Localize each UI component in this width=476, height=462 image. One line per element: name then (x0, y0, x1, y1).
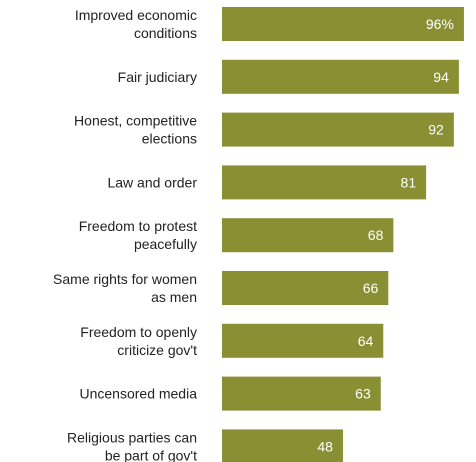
category-label-line: Improved economic (75, 7, 197, 23)
value-label-4: 81 (401, 174, 417, 190)
category-label-line: be part of gov't (105, 447, 197, 462)
category-label-line: elections (142, 131, 197, 147)
value-label-2: 94 (433, 69, 449, 85)
category-label-3: Honest, competitive elections (74, 113, 197, 147)
category-label-line: Freedom to protest (79, 218, 197, 234)
category-label-line: Same rights for women (53, 271, 197, 287)
value-label-5: 68 (368, 227, 384, 243)
category-label-line: Fair judiciary (118, 69, 197, 85)
category-label-7: Freedom to openly criticize gov't (80, 324, 197, 358)
category-label-line: as men (151, 289, 197, 305)
category-label-line: Honest, competitive (74, 113, 197, 129)
bar-5 (222, 218, 394, 253)
value-label-1: 96% (426, 16, 454, 32)
bar-3 (222, 112, 454, 147)
category-label-6: Same rights for women as men (53, 271, 197, 305)
category-label-5: Freedom to protest peacefully (79, 218, 197, 252)
bar-1 (222, 7, 464, 41)
category-label-line: Religious parties can (67, 429, 197, 445)
category-label-line: Freedom to openly (80, 324, 197, 340)
value-label-7: 64 (358, 333, 374, 349)
category-label-line: criticize gov't (117, 342, 197, 358)
category-label-line: conditions (134, 25, 197, 41)
category-label-line: Law and order (107, 174, 197, 190)
bar-6 (222, 271, 389, 305)
category-label-9: Religious parties can be part of gov't (67, 429, 197, 462)
bar-7 (222, 323, 384, 358)
bar-2 (222, 59, 459, 94)
category-label-1: Improved economic conditions (75, 7, 197, 41)
bar-8 (222, 376, 381, 411)
category-label-8: Uncensored media (79, 386, 197, 402)
bar-9 (222, 429, 343, 462)
category-label-2: Fair judiciary (118, 69, 197, 85)
value-label-9: 48 (317, 438, 333, 454)
value-label-3: 92 (428, 122, 444, 138)
value-label-8: 63 (355, 386, 371, 402)
category-label-4: Law and order (107, 174, 197, 190)
value-label-6: 66 (363, 280, 379, 296)
category-label-line: peacefully (134, 236, 197, 252)
category-label-line: Uncensored media (79, 386, 197, 402)
bar-4 (222, 165, 427, 200)
